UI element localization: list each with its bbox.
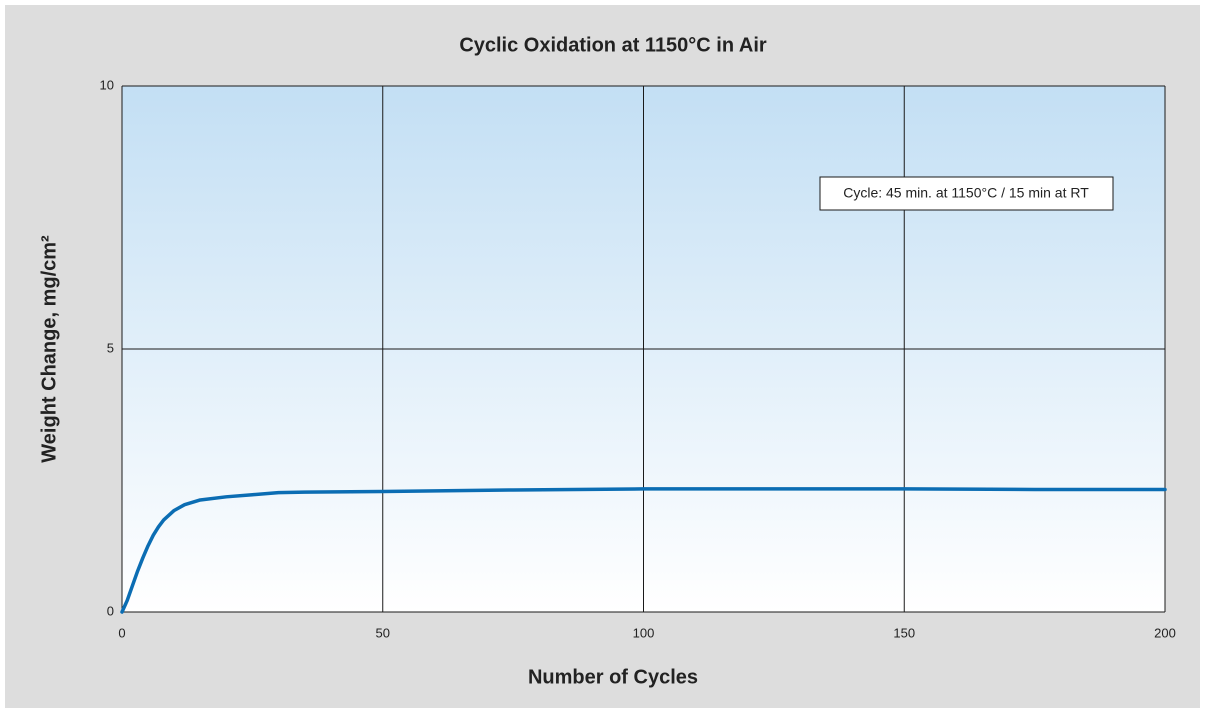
x-tick-label: 50 [376, 625, 390, 640]
data-line [120, 487, 1167, 614]
y-tick-label: 0 [107, 603, 114, 618]
y-axis-label: Weight Change, mg/cm² [38, 235, 60, 463]
chart-title: Cyclic Oxidation at 1150°C in Air [459, 34, 767, 56]
x-tick-label: 200 [1154, 625, 1176, 640]
annotation: Cycle: 45 min. at 1150°C / 15 min at RT [843, 185, 1089, 201]
x-axis-label: Number of Cycles [528, 666, 698, 688]
x-tick-label: 100 [633, 625, 655, 640]
x-tick-label: 150 [893, 625, 915, 640]
y-tick-label: 10 [100, 77, 114, 92]
annotation-box [819, 176, 1114, 211]
y-tick-label: 5 [107, 340, 114, 355]
x-tick-label: 0 [118, 625, 125, 640]
